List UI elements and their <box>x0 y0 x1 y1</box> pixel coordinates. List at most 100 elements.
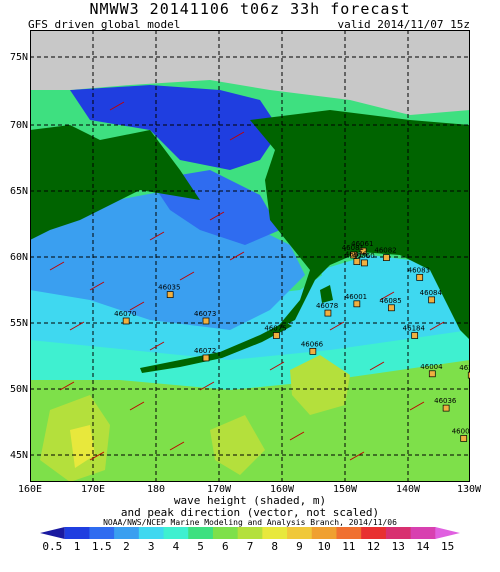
colorbar-label: 5 <box>197 540 204 553</box>
lon-label-160w: 160W <box>269 484 295 495</box>
colorbar-swatch <box>212 527 239 539</box>
buoy-label: 46078 <box>316 302 338 310</box>
buoy-label: 46060 <box>352 252 374 260</box>
buoy-label: 46036 <box>434 397 457 405</box>
buoy-marker[interactable] <box>359 247 367 255</box>
lon-label-150w: 150W <box>332 484 358 495</box>
colorbar-swatch <box>287 527 313 539</box>
lat-label-55n: 55N <box>9 318 28 329</box>
buoy-label: 46072 <box>194 347 216 355</box>
colorbar-label: 7 <box>246 540 254 553</box>
colorbar-label: 11 <box>342 540 356 553</box>
buoy-label: 46001 <box>345 293 367 301</box>
swell-patch-core <box>70 425 95 468</box>
colorbar-swatch <box>89 527 115 539</box>
lat-label-70n: 70N <box>9 120 28 131</box>
buoy-marker[interactable] <box>324 309 332 317</box>
buoy-marker[interactable] <box>202 317 210 325</box>
buoy-marker[interactable] <box>428 370 436 378</box>
colorbar-label: 8 <box>271 540 279 553</box>
colorbar-label: 0.5 <box>42 540 63 553</box>
buoy-marker[interactable] <box>442 404 450 412</box>
land-kodiak <box>320 285 333 303</box>
swell-patch-mid <box>210 415 265 475</box>
caption-peak-direction: and peak direction (vector, not scaled) <box>120 506 380 519</box>
buoy-label: 46035 <box>158 284 180 292</box>
buoy-marker[interactable] <box>388 304 395 312</box>
buoy-marker[interactable] <box>416 274 424 281</box>
colorbar-label: 2 <box>123 540 130 553</box>
sea-ice <box>30 30 470 115</box>
colorbar <box>40 527 460 539</box>
land-siberia <box>30 125 200 240</box>
buoy-label: 46184 <box>403 325 426 333</box>
colorbar-label: 14 <box>416 540 430 553</box>
buoy-marker[interactable] <box>353 258 361 265</box>
buoy-label: 46084 <box>420 289 443 297</box>
lon-label-170w: 170W <box>206 484 232 495</box>
buoy-marker[interactable] <box>166 291 174 298</box>
lon-label-130w: 130W <box>456 484 482 495</box>
buoy-marker[interactable] <box>361 259 368 267</box>
colorbar-swatch <box>40 527 65 539</box>
buoy-label: 46082 <box>374 247 396 255</box>
colorbar-swatch <box>410 527 436 539</box>
lat-label-75n: 75N <box>9 52 28 63</box>
colorbar-label: 4 <box>172 540 180 553</box>
colorbar-swatch <box>237 527 263 539</box>
buoy-marker[interactable] <box>428 296 436 304</box>
buoy-label: 46005 <box>452 427 470 435</box>
buoy-marker[interactable] <box>353 300 361 308</box>
buoy-marker[interactable] <box>350 251 358 259</box>
colorbar-swatch <box>361 527 387 539</box>
buoy-label: 46070 <box>114 310 136 318</box>
buoy-label: 46066 <box>301 340 324 348</box>
buoy-label: 46073 <box>194 310 216 318</box>
colorbar-label: 1.5 <box>91 540 112 553</box>
lat-label-60n: 60N <box>9 252 28 263</box>
caption-wave-height: wave height (shaded, m) <box>173 494 327 507</box>
colorbar-swatch <box>163 527 189 539</box>
peak-direction-vectors <box>49 101 445 461</box>
colorbar-label: 13 <box>391 540 405 553</box>
buoy-marker[interactable] <box>273 332 280 339</box>
colorbar-swatch <box>262 527 288 539</box>
colorbar-label: 12 <box>366 540 381 553</box>
colorbar-label: 15 <box>441 540 455 553</box>
buoy-label: 46085 <box>379 297 401 305</box>
colorbar-swatch <box>138 527 165 539</box>
buoy-marker[interactable] <box>460 435 468 442</box>
colorbar-swatch <box>336 527 362 539</box>
buoy-label: 46076 <box>345 251 368 259</box>
colorbar-swatch <box>311 527 337 539</box>
lat-label-50n: 50N <box>9 384 28 395</box>
buoy-label: 46075 <box>264 325 286 333</box>
aleutian-arc <box>140 322 292 373</box>
buoy-label: 46081 <box>342 244 364 252</box>
colorbar-label: 6 <box>221 540 229 553</box>
colorbar-label: 3 <box>147 540 155 553</box>
colorbar-label: 10 <box>317 540 331 553</box>
lon-label-170e: 170E <box>80 484 106 495</box>
buoy-marker[interactable] <box>309 348 317 355</box>
buoy-label: 46004 <box>420 363 443 371</box>
buoy-marker[interactable] <box>383 254 390 261</box>
credit-line: NOAA/NWS/NCEP Marine Modeling and Analys… <box>103 518 397 527</box>
map-title: NMWW3 20141106 t06z 33h forecast <box>89 0 411 18</box>
lon-label-180: 180 <box>146 484 166 495</box>
buoy-marker[interactable] <box>122 317 130 325</box>
colorbar-swatch <box>435 527 460 539</box>
model-label: GFS driven global model <box>28 18 181 31</box>
colorbar-swatch <box>64 527 90 539</box>
colorbar-label: 9 <box>296 540 303 553</box>
land-alaska <box>250 110 470 340</box>
buoy-marker[interactable] <box>202 354 210 362</box>
colorbar-swatch <box>385 527 412 539</box>
buoy-marker[interactable] <box>411 332 419 339</box>
colorbar-label: 1 <box>73 540 81 553</box>
chukchi-sea <box>70 85 280 170</box>
buoy-marker[interactable] <box>467 371 470 379</box>
valid-time-label: valid 2014/11/07 15z <box>337 18 470 31</box>
